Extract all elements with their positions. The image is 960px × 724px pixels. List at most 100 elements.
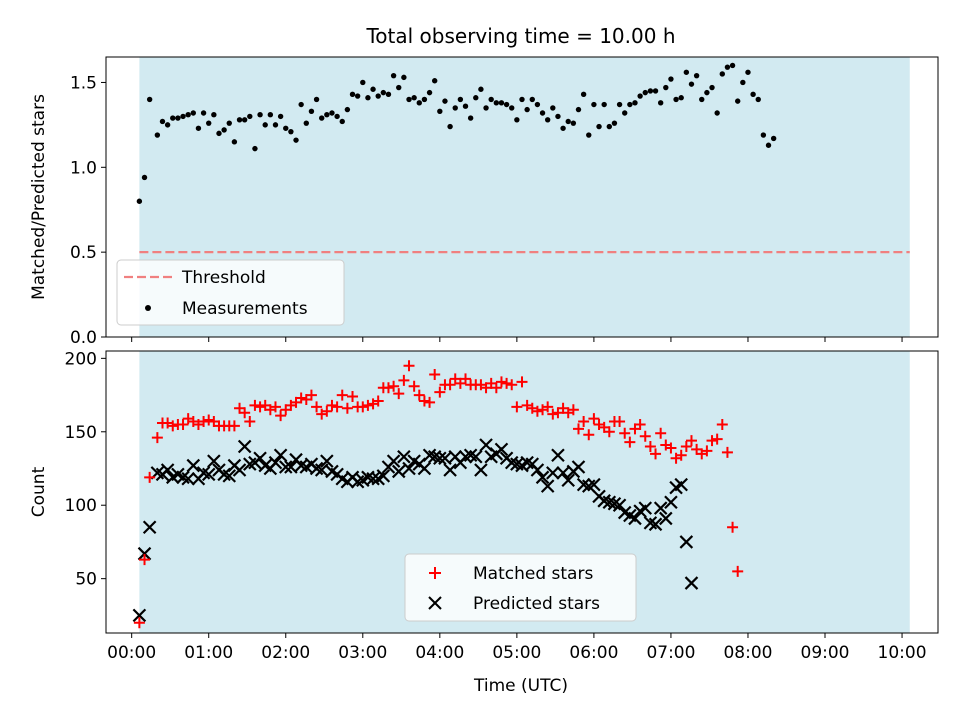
predicted-star-marker (201, 467, 216, 482)
measurement-point (360, 79, 366, 86)
measurement-point (159, 118, 166, 125)
measurement-point (724, 64, 731, 70)
matched-star-marker (531, 405, 543, 417)
predicted-star-marker (376, 469, 391, 483)
matched-star-marker (716, 418, 728, 430)
measurement-point (483, 105, 489, 111)
measurement-point (396, 84, 402, 91)
predicted-star-marker (679, 535, 694, 549)
measurement-point (693, 72, 700, 79)
matched-star-marker (639, 430, 651, 442)
matched-star-marker (382, 382, 394, 394)
measurement-point (431, 78, 438, 84)
predicted-star-marker (587, 477, 601, 492)
matched-star-marker (572, 423, 584, 435)
measurement-point (216, 130, 222, 137)
measurement-point (334, 113, 340, 120)
matched-star-marker (275, 410, 287, 422)
measurement-point (247, 113, 253, 120)
matched-star-marker (619, 427, 631, 439)
matched-star-marker (167, 420, 179, 432)
predicted-star-marker (386, 454, 401, 468)
legend-predicted-swatch (428, 596, 442, 610)
measurement-point (226, 120, 232, 126)
matched-star-marker (516, 376, 528, 388)
measurement-point (488, 96, 494, 103)
measurement-point (324, 111, 330, 118)
matched-star-marker (269, 401, 281, 413)
x-tick-label: 03:00 (338, 643, 387, 663)
x-tick-label: 07:00 (646, 643, 695, 663)
measurement-point (529, 96, 535, 103)
predicted-star-marker (160, 463, 175, 477)
x-tick-label: 09:00 (801, 643, 850, 663)
predicted-star-marker (268, 455, 283, 470)
matched-star-marker (680, 440, 692, 452)
matched-star-marker (701, 445, 713, 457)
measurement-point (385, 91, 392, 98)
measurement-point (514, 117, 520, 123)
predicted-star-marker (546, 466, 560, 480)
measurement-point (765, 142, 772, 148)
measurement-point (277, 113, 284, 120)
matched-star-marker (444, 379, 456, 391)
measurement-point (704, 89, 710, 96)
measurement-point (498, 100, 505, 106)
count-ticks: 50 100 150 200 00:00 01:00 02:00 03:00 04:00 05:0… (65, 349, 927, 663)
matched-star-marker (624, 436, 636, 448)
count-legend-box (404, 553, 637, 622)
measurement-point (365, 95, 371, 101)
matched-star-marker (372, 395, 384, 407)
predicted-star-marker (397, 449, 411, 464)
matched-star-marker (418, 395, 430, 407)
y-tick-label: 200 (65, 349, 97, 369)
matched-star-marker (362, 399, 374, 411)
measurement-point (421, 96, 428, 103)
measurement-point (678, 95, 684, 101)
predicted-star-marker (391, 464, 406, 479)
measurement-point (211, 111, 217, 118)
count-y-axis-label: Count (29, 466, 49, 517)
x-tick-label: 01:00 (184, 643, 233, 663)
matched-star-marker (495, 376, 507, 388)
matched-star-marker (614, 416, 626, 427)
measurement-point (575, 106, 582, 113)
measurement-point (293, 137, 299, 143)
predicted-star-marker (653, 501, 668, 515)
measurement-point (735, 98, 741, 104)
measurement-point (283, 125, 289, 131)
matched-star-marker (133, 617, 145, 629)
predicted-star-marker (561, 473, 575, 488)
predicted-star-marker (494, 442, 509, 457)
measurement-point (699, 96, 705, 103)
matched-star-marker (721, 446, 733, 458)
matched-star-marker (413, 389, 425, 401)
predicted-star-marker (628, 511, 642, 526)
measurement-point (426, 89, 433, 96)
measurement-point (539, 110, 546, 116)
matched-star-marker (321, 405, 333, 417)
matched-star-marker (429, 369, 441, 380)
measurement-point (180, 113, 186, 120)
predicted-star-marker (530, 463, 545, 477)
measurement-point (550, 105, 556, 111)
predicted-star-marker (137, 546, 152, 561)
measurement-point (308, 108, 315, 115)
measurement-point (745, 69, 751, 75)
matched-star-marker (388, 380, 400, 392)
predicted-star-marker (237, 439, 252, 454)
measurement-point (457, 96, 464, 103)
x-tick-label: 04:00 (415, 643, 464, 663)
measurement-point (231, 139, 238, 145)
measurement-point (221, 127, 227, 133)
measurement-point (190, 110, 197, 116)
predicted-star-marker (684, 576, 699, 590)
measurement-point (503, 101, 510, 108)
measurement-point (437, 108, 443, 115)
count-plot-frame (105, 350, 939, 634)
measurement-point (175, 115, 181, 121)
measurement-point (616, 101, 623, 108)
measurement-point (416, 100, 422, 106)
measurement-point (252, 145, 258, 152)
